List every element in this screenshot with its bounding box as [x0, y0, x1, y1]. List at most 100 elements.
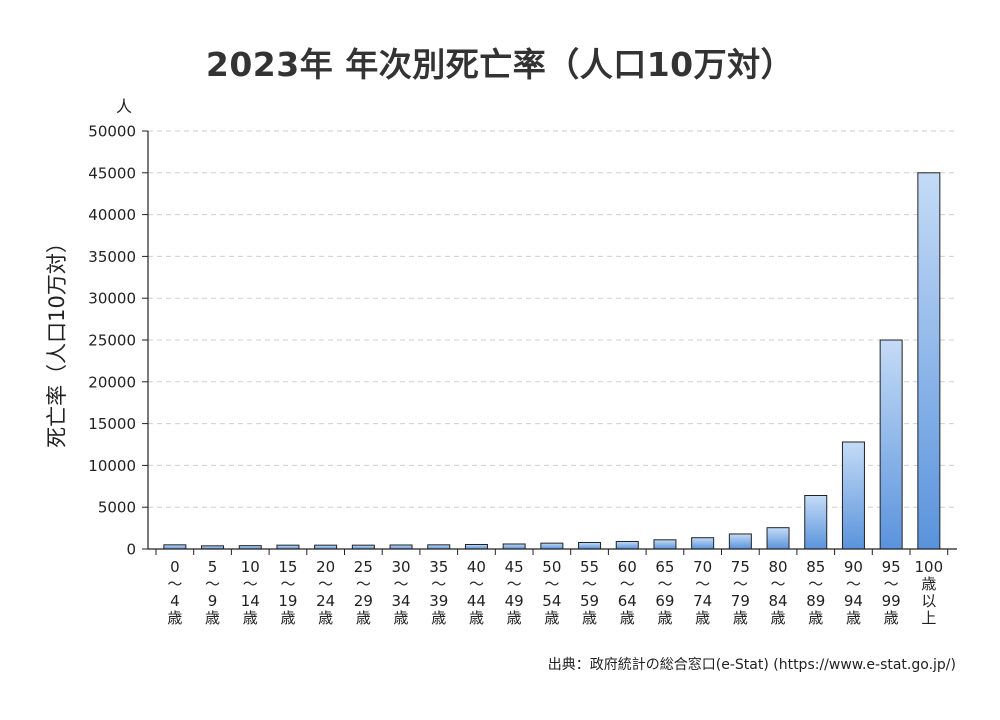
x-tick-label: 85	[806, 558, 825, 576]
x-tick-label: 15	[278, 558, 297, 576]
x-tick-label: 20	[316, 558, 335, 576]
tick-labels: 0 5000 10000 15000 20000 25000 30000 35000 40000…	[88, 123, 943, 628]
axes	[142, 130, 957, 555]
x-tick-label: 〜	[280, 575, 295, 593]
x-tick-label: 29	[354, 592, 373, 610]
x-tick-label: 〜	[431, 575, 446, 593]
bar	[540, 542, 564, 550]
x-tick-label: 歳	[846, 609, 861, 627]
x-tick-label: 69	[655, 592, 674, 610]
x-tick-label: 歳	[884, 609, 899, 627]
bar	[728, 533, 752, 550]
y-tick-label: 15000	[88, 415, 136, 433]
x-tick-label: 歳	[243, 609, 258, 627]
bar	[615, 540, 639, 550]
x-tick-label: 49	[505, 592, 524, 610]
x-tick-label: 45	[505, 558, 524, 576]
y-tick-label: 20000	[88, 373, 136, 391]
x-tick-label: 14	[241, 592, 260, 610]
source-note: 出典：政府統計の総合窓口(e-Stat) (https://www.e-stat…	[547, 657, 956, 673]
y-tick-label: 0	[126, 541, 136, 559]
bar	[917, 172, 941, 550]
y-tick-label: 35000	[88, 248, 136, 266]
x-tick-label: 歳	[771, 609, 786, 627]
bar	[163, 544, 187, 550]
x-tick-label: 歳	[657, 609, 672, 627]
x-tick-label: 歳	[167, 609, 182, 627]
bar	[389, 544, 413, 550]
x-tick-label: 〜	[884, 575, 899, 593]
x-tick-label: 84	[769, 592, 788, 610]
x-tick-label: 〜	[205, 575, 220, 593]
y-tick-label: 25000	[88, 332, 136, 350]
x-tick-label: 54	[542, 592, 561, 610]
bars	[163, 172, 941, 550]
bar	[766, 527, 790, 550]
y-tick-label: 5000	[98, 499, 136, 517]
x-tick-label: 59	[580, 592, 599, 610]
x-tick-label: 10	[241, 558, 260, 576]
x-tick-label: 歳	[544, 609, 559, 627]
x-tick-label: 34	[392, 592, 411, 610]
x-tick-label: 74	[693, 592, 712, 610]
x-tick-label: 24	[316, 592, 335, 610]
x-tick-label: 〜	[544, 575, 559, 593]
x-tick-label: 60	[618, 558, 637, 576]
x-tick-label: 〜	[394, 575, 409, 593]
x-tick-label: 4	[170, 592, 180, 610]
x-tick-label: 100	[915, 558, 944, 576]
x-tick-label: 95	[882, 558, 901, 576]
x-tick-label: 以	[921, 592, 936, 610]
x-tick-label: 39	[429, 592, 448, 610]
x-tick-label: 44	[467, 592, 486, 610]
y-axis-unit: 人	[116, 97, 132, 116]
x-tick-label: 〜	[469, 575, 484, 593]
x-tick-label: 歳	[318, 609, 333, 627]
bar	[578, 541, 602, 550]
x-tick-label: 65	[655, 558, 674, 576]
x-tick-label: 〜	[243, 575, 258, 593]
grid-lines	[148, 130, 957, 508]
bar	[464, 543, 488, 550]
x-tick-label: 9	[208, 592, 218, 610]
y-tick-label: 30000	[88, 290, 136, 308]
x-tick-label: 上	[921, 609, 936, 627]
x-tick-label: 70	[693, 558, 712, 576]
x-tick-label: 55	[580, 558, 599, 576]
x-tick-label: 64	[618, 592, 637, 610]
x-tick-label: 〜	[582, 575, 597, 593]
x-tick-label: 80	[769, 558, 788, 576]
x-tick-label: 歳	[205, 609, 220, 627]
x-tick-label: 〜	[507, 575, 522, 593]
x-tick-label: 〜	[620, 575, 635, 593]
y-tick-label: 10000	[88, 457, 136, 475]
x-tick-label: 〜	[695, 575, 710, 593]
bar	[879, 339, 903, 550]
bar	[804, 494, 828, 550]
x-tick-label: 歳	[280, 609, 295, 627]
x-tick-label: 歳	[582, 609, 597, 627]
x-tick-label: 79	[731, 592, 750, 610]
x-tick-label: 〜	[846, 575, 861, 593]
x-tick-label: 19	[278, 592, 297, 610]
chart-title: 2023年 年次別死亡率（人口10万対）	[205, 45, 795, 84]
bar	[427, 544, 451, 550]
x-tick-label: 歳	[394, 609, 409, 627]
x-tick-label: 〜	[318, 575, 333, 593]
x-tick-label: 歳	[921, 575, 936, 593]
bar	[502, 543, 526, 550]
x-tick-label: 〜	[733, 575, 748, 593]
x-tick-label: 94	[844, 592, 863, 610]
x-tick-label: 75	[731, 558, 750, 576]
bar	[841, 441, 865, 550]
y-tick-label: 50000	[88, 123, 136, 141]
x-tick-label: 50	[542, 558, 561, 576]
x-tick-label: 〜	[657, 575, 672, 593]
bar	[691, 537, 715, 550]
x-tick-label: 歳	[808, 609, 823, 627]
x-tick-label: 歳	[733, 609, 748, 627]
x-tick-label: 0	[170, 558, 180, 576]
y-tick-label: 45000	[88, 164, 136, 182]
y-axis-label: 死亡率（人口10万対）	[45, 232, 69, 448]
x-tick-label: 35	[429, 558, 448, 576]
